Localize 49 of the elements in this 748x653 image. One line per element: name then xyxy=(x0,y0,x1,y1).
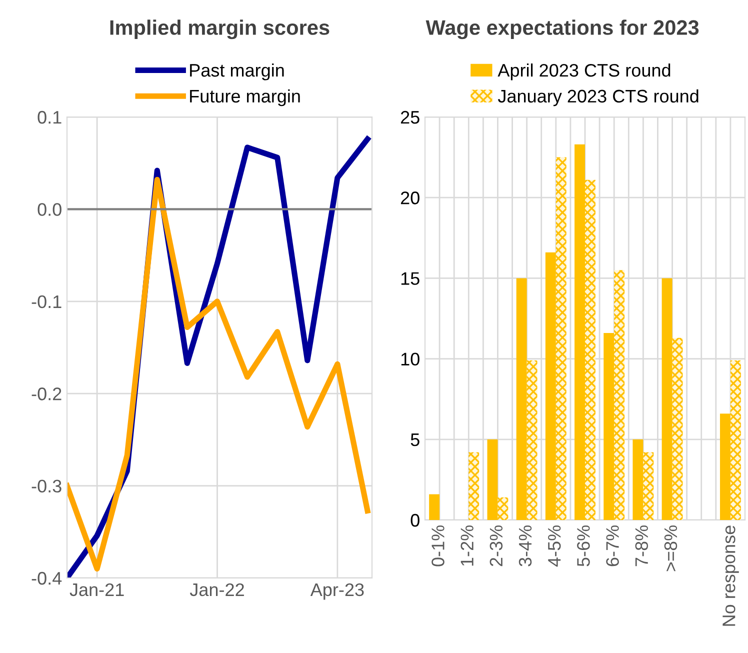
bar xyxy=(468,452,480,520)
bar xyxy=(429,494,440,520)
chart-title: Wage expectations for 2023 xyxy=(426,20,699,40)
legend-label: April 2023 CTS round xyxy=(498,63,670,80)
x-tick-label: 4-5% xyxy=(548,526,561,567)
x-tick-label: 3-4% xyxy=(518,526,532,566)
x-tick-label: 6-7% xyxy=(606,526,619,566)
chart-title: Implied margin scores xyxy=(110,20,330,40)
x-tick-label: No response xyxy=(722,526,739,626)
x-tick-label: 7-8% xyxy=(635,526,648,566)
y-tick-label: 25 xyxy=(400,110,420,124)
y-tick-label: 0.0 xyxy=(38,203,62,216)
y-tick-label: 20 xyxy=(400,192,420,204)
x-tick-label: 1-2% xyxy=(460,526,474,566)
y-tick-label: -0.3 xyxy=(32,480,62,493)
y-tick-label: -0.4 xyxy=(32,572,62,585)
y-tick-label: 10 xyxy=(401,352,420,366)
legend-label: Past margin xyxy=(190,63,284,80)
bar xyxy=(526,360,538,520)
bar xyxy=(498,497,508,520)
x-tick-label: 5-6% xyxy=(577,526,590,566)
x-tick-label: 0-1% xyxy=(432,526,444,566)
bar xyxy=(516,278,527,520)
bar xyxy=(545,252,556,520)
bar xyxy=(730,360,741,520)
y-tick-label: -0.2 xyxy=(32,388,62,400)
bar xyxy=(643,452,654,520)
bar xyxy=(632,439,644,520)
y-tick-label: 0 xyxy=(410,514,420,527)
bar xyxy=(614,270,625,520)
legend-label: January 2023 CTS round xyxy=(498,89,698,106)
legend-label: Future margin xyxy=(190,89,300,106)
y-tick-label: 5 xyxy=(410,434,420,446)
y-tick-label: -0.1 xyxy=(32,295,62,308)
bar xyxy=(720,414,730,520)
bar xyxy=(662,278,672,520)
bar xyxy=(574,144,585,520)
x-tick-label: Jan-22 xyxy=(190,583,244,596)
bar xyxy=(556,157,566,520)
x-tick-label: Apr-23 xyxy=(310,583,364,600)
x-tick-label: >=8% xyxy=(664,526,678,572)
bar xyxy=(585,180,596,520)
y-tick-label: 0.1 xyxy=(38,110,62,124)
y-tick-label: 15 xyxy=(401,272,420,285)
bar xyxy=(672,338,683,520)
x-tick-label: Jan-21 xyxy=(70,583,124,596)
bar xyxy=(487,439,498,520)
x-tick-label: 2-3% xyxy=(490,526,503,566)
bar xyxy=(604,333,614,520)
